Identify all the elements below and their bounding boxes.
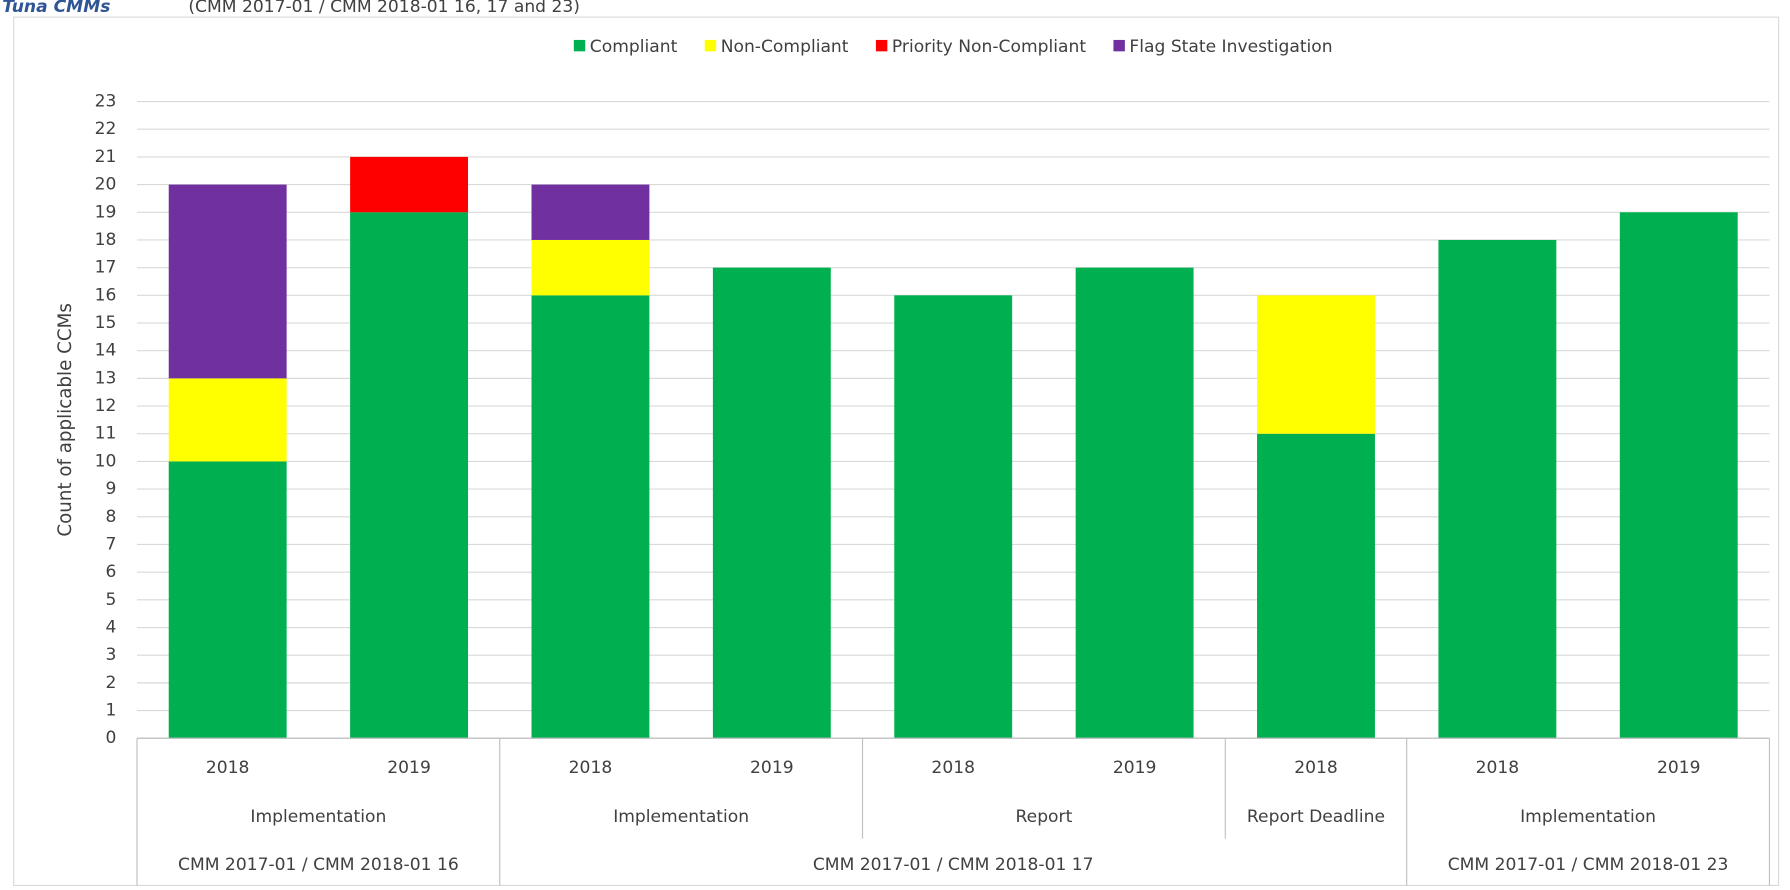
chart-border bbox=[13, 16, 1780, 887]
group-label: CMM 2017-01 / CMM 2018-01 16 bbox=[178, 855, 459, 875]
y-tick-label: 2 bbox=[106, 673, 117, 693]
y-tick-label: 5 bbox=[106, 590, 117, 610]
legend-label: Non-Compliant bbox=[721, 37, 849, 57]
y-tick-label: 20 bbox=[95, 175, 117, 195]
x-tick-label: 2019 bbox=[1657, 758, 1701, 778]
y-tick-label: 19 bbox=[95, 202, 117, 222]
legend-swatch bbox=[704, 39, 717, 52]
subgroup-label: Implementation bbox=[613, 807, 749, 827]
y-tick-label: 10 bbox=[95, 451, 117, 471]
x-tick-label: 2019 bbox=[750, 758, 794, 778]
y-tick-label: 3 bbox=[106, 645, 117, 665]
legend-swatch bbox=[1113, 39, 1125, 52]
group-label: CMM 2017-01 / CMM 2018-01 23 bbox=[1448, 855, 1729, 875]
x-tick-label: 2018 bbox=[569, 758, 613, 778]
chart-subtitle: (CMM 2017-01 / CMM 2018-01 16, 17 and 23… bbox=[188, 0, 580, 17]
bar-segment bbox=[531, 239, 650, 296]
y-tick-label: 13 bbox=[95, 368, 117, 388]
y-tick-label: 23 bbox=[95, 92, 117, 112]
bar-segment bbox=[531, 295, 650, 739]
x-tick-label: 2019 bbox=[1113, 758, 1157, 778]
bar-segment bbox=[168, 184, 287, 379]
legend-label: Priority Non-Compliant bbox=[892, 37, 1086, 57]
bar-segment bbox=[712, 267, 831, 739]
x-tick-label: 2018 bbox=[1294, 758, 1338, 778]
y-tick-label: 7 bbox=[106, 534, 117, 554]
bar-segment bbox=[168, 461, 287, 739]
group-label: CMM 2017-01 / CMM 2018-01 17 bbox=[813, 855, 1094, 875]
y-tick-label: 16 bbox=[95, 285, 117, 305]
chart-title: Tuna CMMs bbox=[2, 0, 110, 17]
y-tick-label: 8 bbox=[106, 507, 117, 527]
y-tick-label: 22 bbox=[95, 119, 117, 139]
bar-segment bbox=[1438, 239, 1557, 739]
legend-label: Compliant bbox=[590, 37, 678, 57]
y-tick-label: 12 bbox=[95, 396, 117, 416]
x-tick-label: 2018 bbox=[931, 758, 975, 778]
bar-segment bbox=[168, 378, 287, 462]
y-tick-label: 0 bbox=[106, 728, 117, 748]
bar-segment bbox=[1257, 433, 1375, 739]
x-tick-label: 2018 bbox=[1476, 758, 1520, 778]
bar-segment bbox=[350, 212, 469, 739]
x-tick-label: 2019 bbox=[387, 758, 431, 778]
y-tick-label: 18 bbox=[95, 230, 117, 250]
bar-segment bbox=[1257, 295, 1375, 434]
bar-segment bbox=[894, 295, 1013, 739]
subgroup-label: Implementation bbox=[250, 807, 386, 827]
y-tick-label: 6 bbox=[106, 562, 117, 582]
y-tick-label: 21 bbox=[95, 147, 117, 167]
legend-label: Flag State Investigation bbox=[1129, 37, 1332, 57]
subgroup-label: Report bbox=[1016, 807, 1073, 827]
legend-swatch bbox=[573, 39, 586, 52]
y-axis-label: Count of applicable CCMs bbox=[55, 303, 76, 536]
bar-segment bbox=[1619, 212, 1738, 739]
subgroup-label: Report Deadline bbox=[1247, 807, 1385, 827]
legend-swatch bbox=[875, 39, 888, 52]
y-tick-label: 4 bbox=[106, 618, 117, 638]
bar-segment bbox=[531, 184, 650, 240]
y-tick-label: 14 bbox=[95, 341, 117, 361]
x-tick-label: 2018 bbox=[206, 758, 250, 778]
y-tick-label: 1 bbox=[106, 701, 117, 721]
y-tick-label: 17 bbox=[95, 258, 117, 278]
bar-segment bbox=[350, 156, 469, 213]
y-tick-label: 15 bbox=[95, 313, 117, 333]
y-tick-label: 11 bbox=[95, 424, 117, 444]
subgroup-label: Implementation bbox=[1520, 807, 1656, 827]
y-tick-label: 9 bbox=[106, 479, 117, 499]
bar-segment bbox=[1075, 267, 1194, 739]
